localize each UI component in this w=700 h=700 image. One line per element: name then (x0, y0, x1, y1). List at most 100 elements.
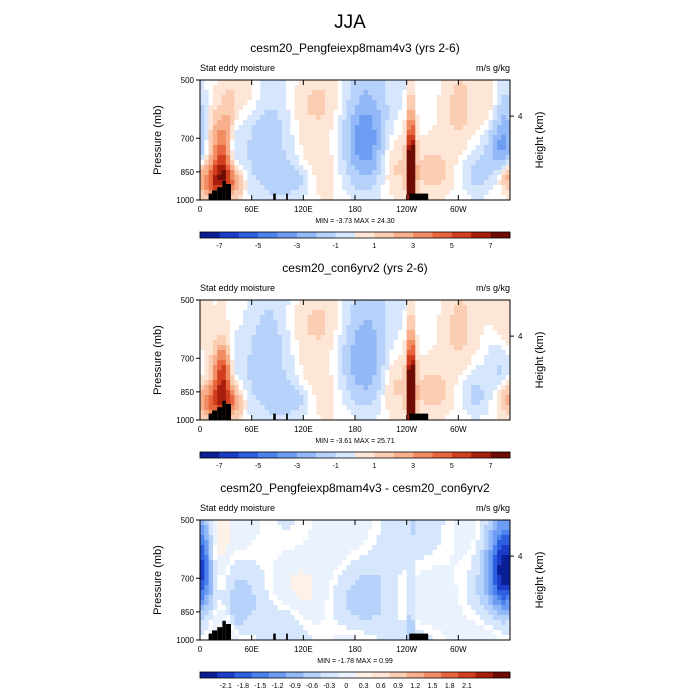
heatmap-cell (359, 320, 365, 326)
colorbar-swatch (200, 452, 220, 458)
heatmap-cell (398, 320, 403, 326)
heatmap-cell (200, 380, 205, 386)
heatmap-cell (471, 380, 476, 386)
heatmap-cell (419, 160, 425, 166)
heatmap-cell (419, 360, 425, 366)
heatmap-cell (398, 400, 403, 406)
heatmap-cell (501, 305, 507, 311)
heatmap-cell (324, 535, 330, 541)
heatmap-cell (316, 405, 321, 411)
heatmap-cell (251, 150, 257, 156)
heatmap-cell (316, 185, 321, 191)
heatmap-cell (458, 410, 464, 416)
heatmap-cell (428, 305, 433, 311)
heatmap-cell (303, 315, 309, 321)
heatmap-cell (355, 380, 360, 386)
heatmap-cell (221, 115, 227, 121)
heatmap-cell (466, 315, 472, 321)
heatmap-cell (445, 110, 451, 116)
colorbar-swatch (490, 232, 511, 238)
heatmap-cell (419, 405, 425, 411)
heatmap-cell (294, 110, 300, 116)
heatmap-cell (415, 360, 420, 366)
heatmap-cell (324, 610, 330, 616)
heatmap-cell (355, 310, 360, 316)
heatmap-cell (454, 95, 459, 101)
heatmap-cell (428, 590, 433, 596)
colorbar: -7 -5 -3 -1 1 3 5 7 (199, 231, 511, 250)
heatmap-cell (294, 145, 300, 151)
heatmap-cell (458, 95, 464, 101)
heatmap-cell (423, 570, 429, 576)
heatmap-cell (234, 320, 240, 326)
heatmap-cell (324, 410, 330, 416)
heatmap-cell (350, 95, 356, 101)
heatmap-cell (376, 315, 382, 321)
heatmap-cell (268, 560, 274, 566)
heatmap-cell (466, 595, 472, 601)
heatmap-cell (475, 305, 481, 311)
heatmap-cell (458, 610, 464, 616)
heatmap-cell (277, 90, 283, 96)
heatmap-cell (393, 95, 399, 101)
heatmap-cell (376, 345, 382, 351)
heatmap-cell (363, 390, 369, 396)
heatmap-cell (380, 95, 386, 101)
heatmap-cell (281, 315, 287, 321)
heatmap-cell (337, 175, 343, 181)
colorbar-swatch (451, 232, 472, 238)
heatmap-cell (277, 415, 283, 421)
heatmap-cell (243, 180, 248, 186)
heatmap-cell (350, 530, 356, 536)
heatmap-cell (355, 535, 360, 541)
heatmap-cell (329, 600, 334, 606)
heatmap-cell (492, 610, 498, 616)
heatmap-cell (230, 610, 235, 616)
heatmap-cell (316, 345, 321, 351)
heatmap-cell (406, 390, 412, 396)
heatmap-cell (372, 345, 377, 351)
heatmap-cell (204, 130, 210, 136)
heatmap-cell (402, 560, 408, 566)
heatmap-cell (316, 565, 321, 571)
heatmap-cell (454, 135, 459, 141)
heatmap-cell (277, 390, 283, 396)
heatmap-cell (333, 520, 339, 526)
heatmap-cell (355, 165, 360, 171)
heatmap-cell (363, 590, 369, 596)
heatmap-cell (462, 305, 468, 311)
heatmap-cell (238, 320, 244, 326)
heatmap-cell (238, 550, 244, 556)
heatmap-cell (260, 380, 265, 386)
heatmap-cell (441, 410, 446, 416)
heatmap-cell (346, 345, 352, 351)
heatmap-cell (212, 370, 218, 376)
heatmap-cell (277, 345, 283, 351)
heatmap-cell (454, 575, 459, 581)
heatmap-cell (415, 565, 420, 571)
heatmap-cell (475, 150, 481, 156)
heatmap-cell (359, 565, 365, 571)
heatmap-cell (398, 610, 403, 616)
heatmap-cell (471, 575, 476, 581)
heatmap-cell (290, 170, 296, 176)
heatmap-cell (385, 330, 390, 336)
heatmap-cell (324, 120, 330, 126)
heatmap-cell (221, 610, 227, 616)
heatmap-cell (372, 530, 377, 536)
heatmap-cell (423, 105, 429, 111)
heatmap-cell (376, 80, 382, 86)
heatmap-cell (428, 400, 433, 406)
heatmap-cell (286, 540, 291, 546)
heatmap-cell (501, 565, 507, 571)
heatmap-cell (324, 370, 330, 376)
heatmap-cell (479, 560, 485, 566)
heatmap-cell (462, 595, 468, 601)
heatmap-cell (350, 340, 356, 346)
heatmap-cell (501, 595, 507, 601)
heatmap-cell (255, 135, 261, 141)
heatmap-cell (333, 110, 339, 116)
heatmap-cell (286, 380, 291, 386)
heatmap-cell (277, 190, 283, 196)
heatmap-cell (501, 395, 507, 401)
